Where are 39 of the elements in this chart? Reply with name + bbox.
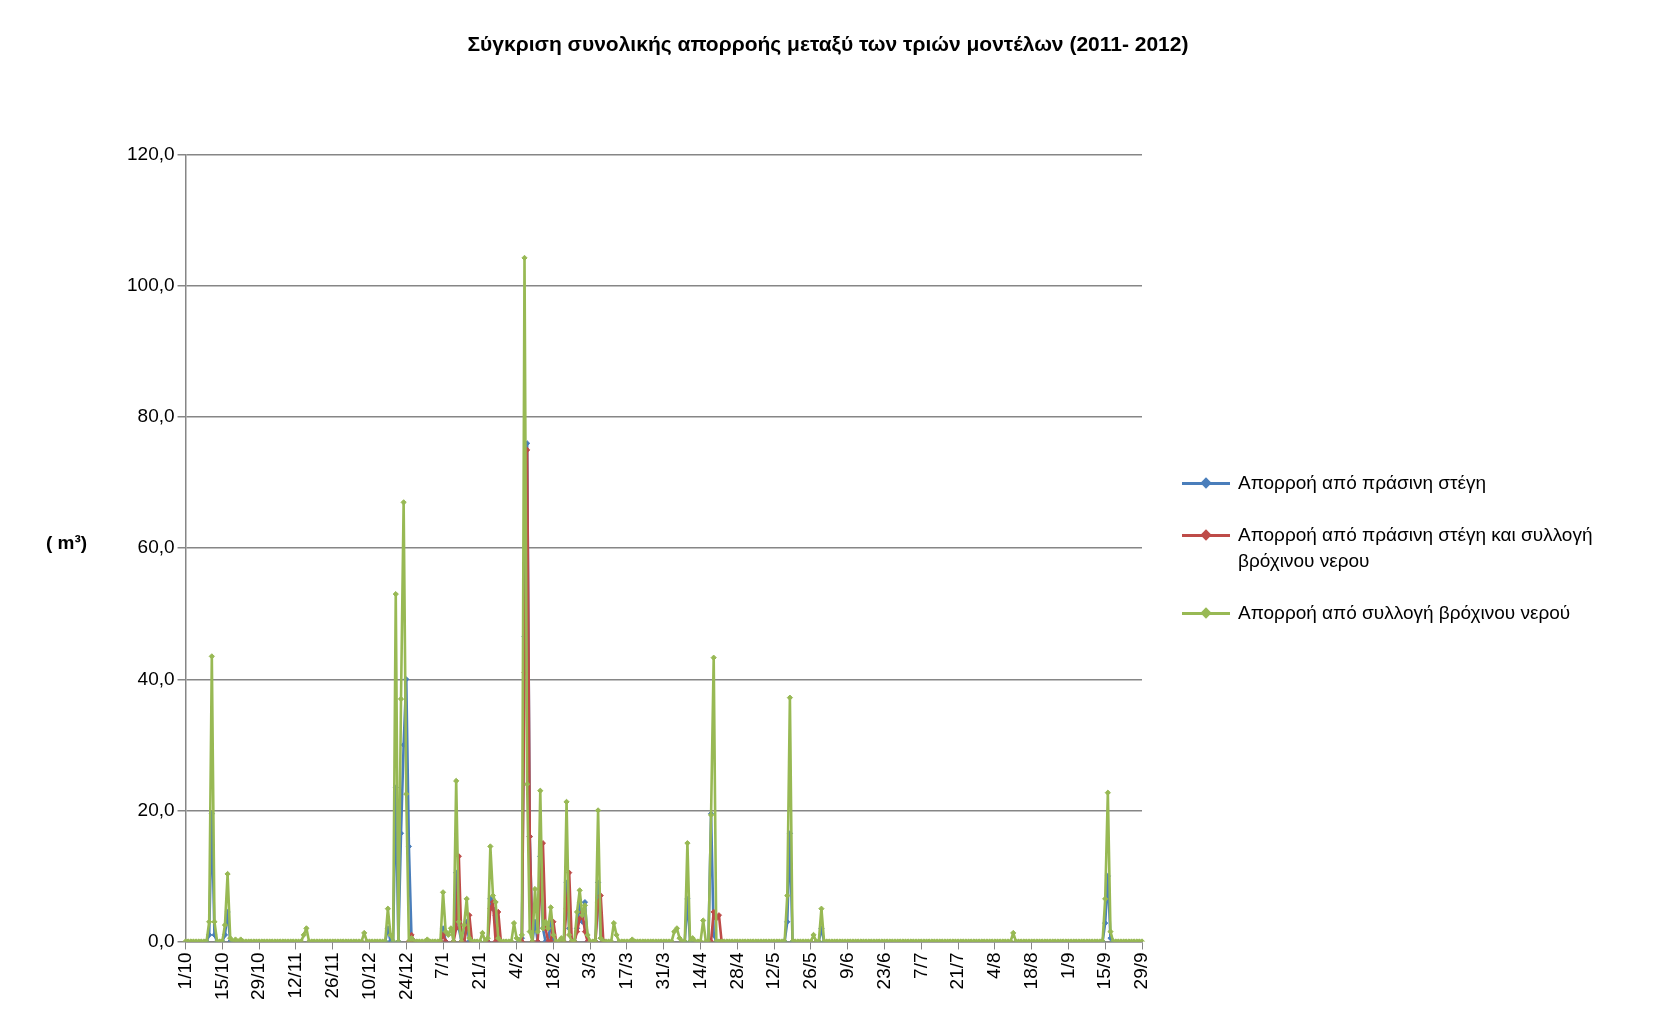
x-tick-label: 4/8 xyxy=(983,952,1005,979)
x-tick-label: 23/6 xyxy=(872,952,894,990)
x-tick-label: 18/8 xyxy=(1019,952,1041,990)
y-tick-label: 40,0 xyxy=(137,667,175,689)
x-tick-label: 26/5 xyxy=(799,952,821,990)
legend-label: Απορροή από πράσινη στέγη xyxy=(1238,471,1487,495)
x-tick-label: 29/10 xyxy=(247,952,269,1000)
x-tick-label: 12/5 xyxy=(762,952,784,990)
x-tick-label: 24/12 xyxy=(394,952,416,1000)
x-tick-label: 1/10 xyxy=(173,952,195,990)
chart-title: Σύγκριση συνολικής απορροής μεταξύ των τριών μοντέλων (2011- 2012) xyxy=(466,32,1190,56)
x-tick-label: 10/12 xyxy=(357,952,379,1000)
x-tick-label: 17/3 xyxy=(615,952,637,990)
x-tick-label: 28/4 xyxy=(725,952,747,990)
x-tick-label: 1/9 xyxy=(1056,952,1078,979)
x-tick-label: 31/3 xyxy=(652,952,674,990)
x-tick-label: 26/11 xyxy=(320,952,342,999)
x-tick-label: 15/9 xyxy=(1093,952,1115,990)
y-tick-label: 20,0 xyxy=(137,798,175,820)
y-tick-label: 0,0 xyxy=(148,929,175,951)
x-tick-label: 14/4 xyxy=(688,952,710,990)
x-tick-label: 29/9 xyxy=(1130,952,1152,990)
y-axis-title: ( m³) xyxy=(46,532,88,554)
x-tick-label: 7/7 xyxy=(909,952,931,979)
x-tick-label: 15/10 xyxy=(210,952,232,1000)
legend-label: Απορροή από πράσινη στέγη και συλλογή βρόχινου νερου xyxy=(1238,523,1594,573)
y-tick-label: 60,0 xyxy=(137,536,175,558)
x-tick-label: 21/1 xyxy=(468,952,490,990)
x-tick-label: 18/2 xyxy=(541,952,563,990)
x-tick-label: 12/11 xyxy=(284,952,306,999)
x-tick-label: 4/2 xyxy=(504,952,526,979)
y-tick-label: 80,0 xyxy=(137,405,175,427)
y-tick-label: 100,0 xyxy=(127,274,175,296)
x-tick-label: 21/7 xyxy=(946,952,968,990)
x-tick-label: 9/6 xyxy=(835,952,857,979)
x-tick-label: 3/3 xyxy=(578,952,600,979)
y-tick-label: 120,0 xyxy=(127,143,175,165)
x-tick-label: 7/1 xyxy=(431,952,453,979)
legend-label: Απορροή από συλλογή βρόχινου νερού xyxy=(1238,601,1571,625)
